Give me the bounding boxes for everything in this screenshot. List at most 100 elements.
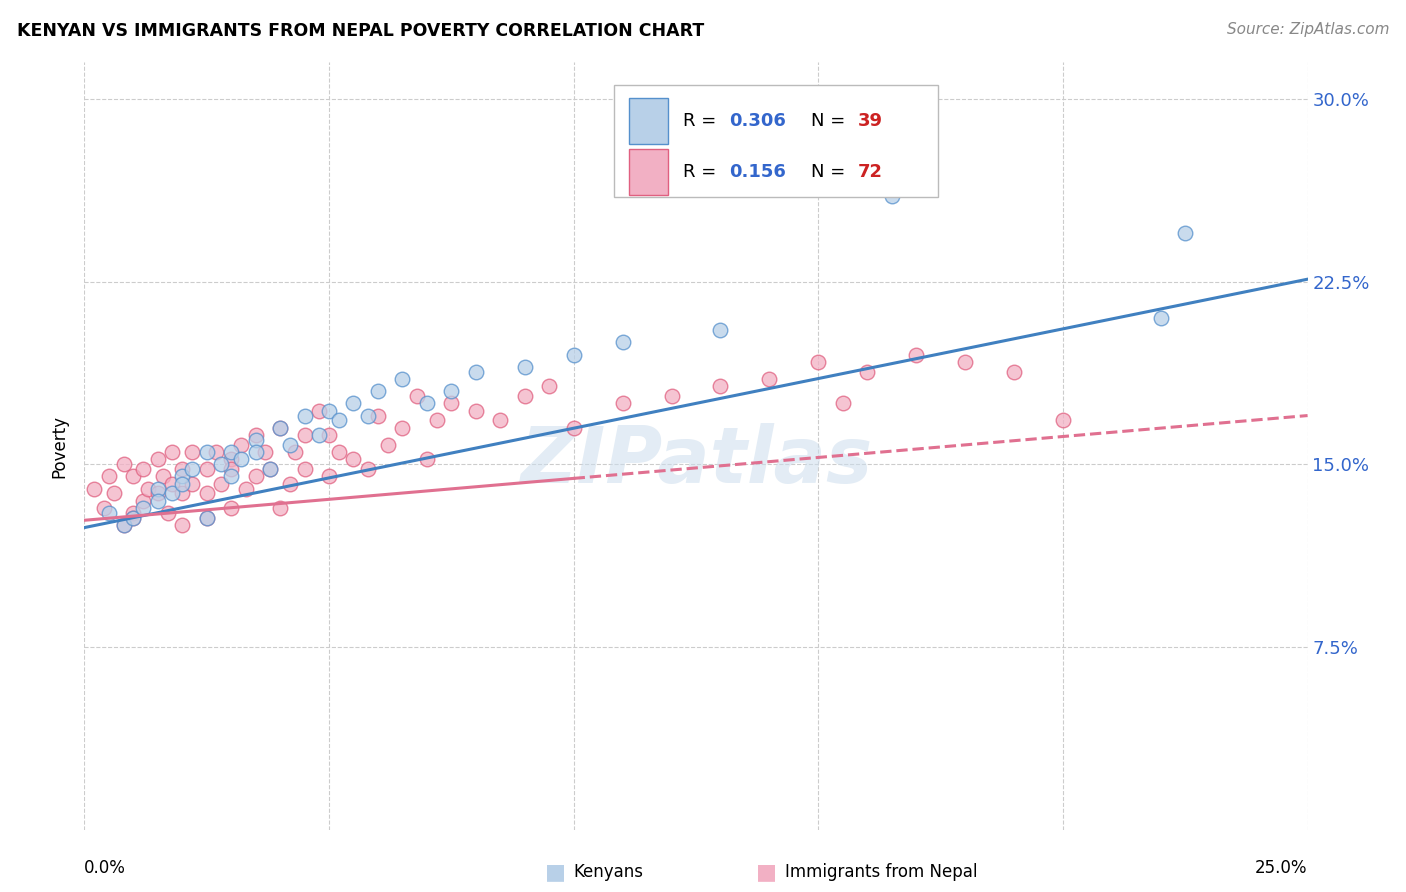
Text: Kenyans: Kenyans — [574, 863, 644, 881]
Point — [132, 493, 155, 508]
Point — [132, 501, 155, 516]
Point — [318, 428, 340, 442]
Text: R =: R = — [682, 163, 721, 181]
Point — [195, 486, 218, 500]
Point — [195, 445, 218, 459]
FancyBboxPatch shape — [614, 86, 938, 197]
Point — [464, 403, 486, 417]
Text: 25.0%: 25.0% — [1256, 859, 1308, 877]
Point — [235, 482, 257, 496]
Point — [229, 438, 252, 452]
Text: 0.156: 0.156 — [728, 163, 786, 181]
Point — [278, 438, 301, 452]
Point — [245, 428, 267, 442]
Point — [377, 438, 399, 452]
Point — [195, 462, 218, 476]
Point — [162, 486, 184, 500]
Point — [103, 486, 125, 500]
Point — [219, 462, 242, 476]
Point — [416, 396, 439, 410]
Point — [245, 433, 267, 447]
Text: KENYAN VS IMMIGRANTS FROM NEPAL POVERTY CORRELATION CHART: KENYAN VS IMMIGRANTS FROM NEPAL POVERTY … — [17, 22, 704, 40]
Point — [205, 445, 228, 459]
FancyBboxPatch shape — [628, 149, 668, 195]
Point — [905, 348, 928, 362]
Text: 0.306: 0.306 — [728, 112, 786, 130]
Point — [709, 379, 731, 393]
Point — [426, 413, 449, 427]
Point — [219, 452, 242, 467]
Point — [953, 355, 976, 369]
Point — [172, 469, 194, 483]
Text: N =: N = — [811, 112, 851, 130]
Point — [146, 482, 169, 496]
Point — [709, 323, 731, 337]
Point — [146, 493, 169, 508]
Text: 0.0%: 0.0% — [84, 859, 127, 877]
FancyBboxPatch shape — [628, 98, 668, 145]
Point — [612, 335, 634, 350]
Point — [97, 506, 120, 520]
Point — [357, 462, 380, 476]
Point — [357, 409, 380, 423]
Y-axis label: Poverty: Poverty — [51, 415, 69, 477]
Text: ■: ■ — [546, 863, 565, 882]
Point — [112, 518, 135, 533]
Point — [1052, 413, 1074, 427]
Point — [464, 365, 486, 379]
Point — [122, 469, 145, 483]
Point — [209, 457, 232, 471]
Point — [172, 476, 194, 491]
Text: 39: 39 — [858, 112, 883, 130]
Point — [880, 189, 903, 203]
Point — [391, 421, 413, 435]
Point — [318, 403, 340, 417]
Point — [83, 482, 105, 496]
Point — [172, 518, 194, 533]
Point — [367, 384, 389, 399]
Point — [807, 355, 830, 369]
Point — [308, 428, 330, 442]
Point — [156, 506, 179, 520]
Text: 72: 72 — [858, 163, 883, 181]
Text: ZIPatlas: ZIPatlas — [520, 424, 872, 500]
Point — [284, 445, 307, 459]
Point — [440, 384, 463, 399]
Point — [162, 476, 184, 491]
Point — [391, 372, 413, 386]
Point — [181, 462, 204, 476]
Point — [195, 511, 218, 525]
Point — [1174, 226, 1197, 240]
Point — [172, 462, 194, 476]
Point — [342, 396, 364, 410]
Point — [294, 409, 316, 423]
Point — [538, 379, 561, 393]
Point — [146, 486, 169, 500]
Point — [562, 421, 585, 435]
Point — [162, 445, 184, 459]
Point — [136, 482, 159, 496]
Point — [152, 469, 174, 483]
Point — [406, 389, 429, 403]
Point — [172, 486, 194, 500]
Point — [181, 476, 204, 491]
Point — [513, 389, 536, 403]
Point — [758, 372, 780, 386]
Point — [269, 501, 291, 516]
Point — [294, 428, 316, 442]
Point — [489, 413, 512, 427]
Point — [97, 469, 120, 483]
Point — [219, 501, 242, 516]
Point — [269, 421, 291, 435]
Point — [328, 413, 350, 427]
Point — [328, 445, 350, 459]
Text: Source: ZipAtlas.com: Source: ZipAtlas.com — [1226, 22, 1389, 37]
Text: ■: ■ — [756, 863, 776, 882]
Point — [367, 409, 389, 423]
Point — [112, 457, 135, 471]
Point — [146, 452, 169, 467]
Point — [440, 396, 463, 410]
Point — [562, 348, 585, 362]
Point — [318, 469, 340, 483]
Point — [259, 462, 281, 476]
